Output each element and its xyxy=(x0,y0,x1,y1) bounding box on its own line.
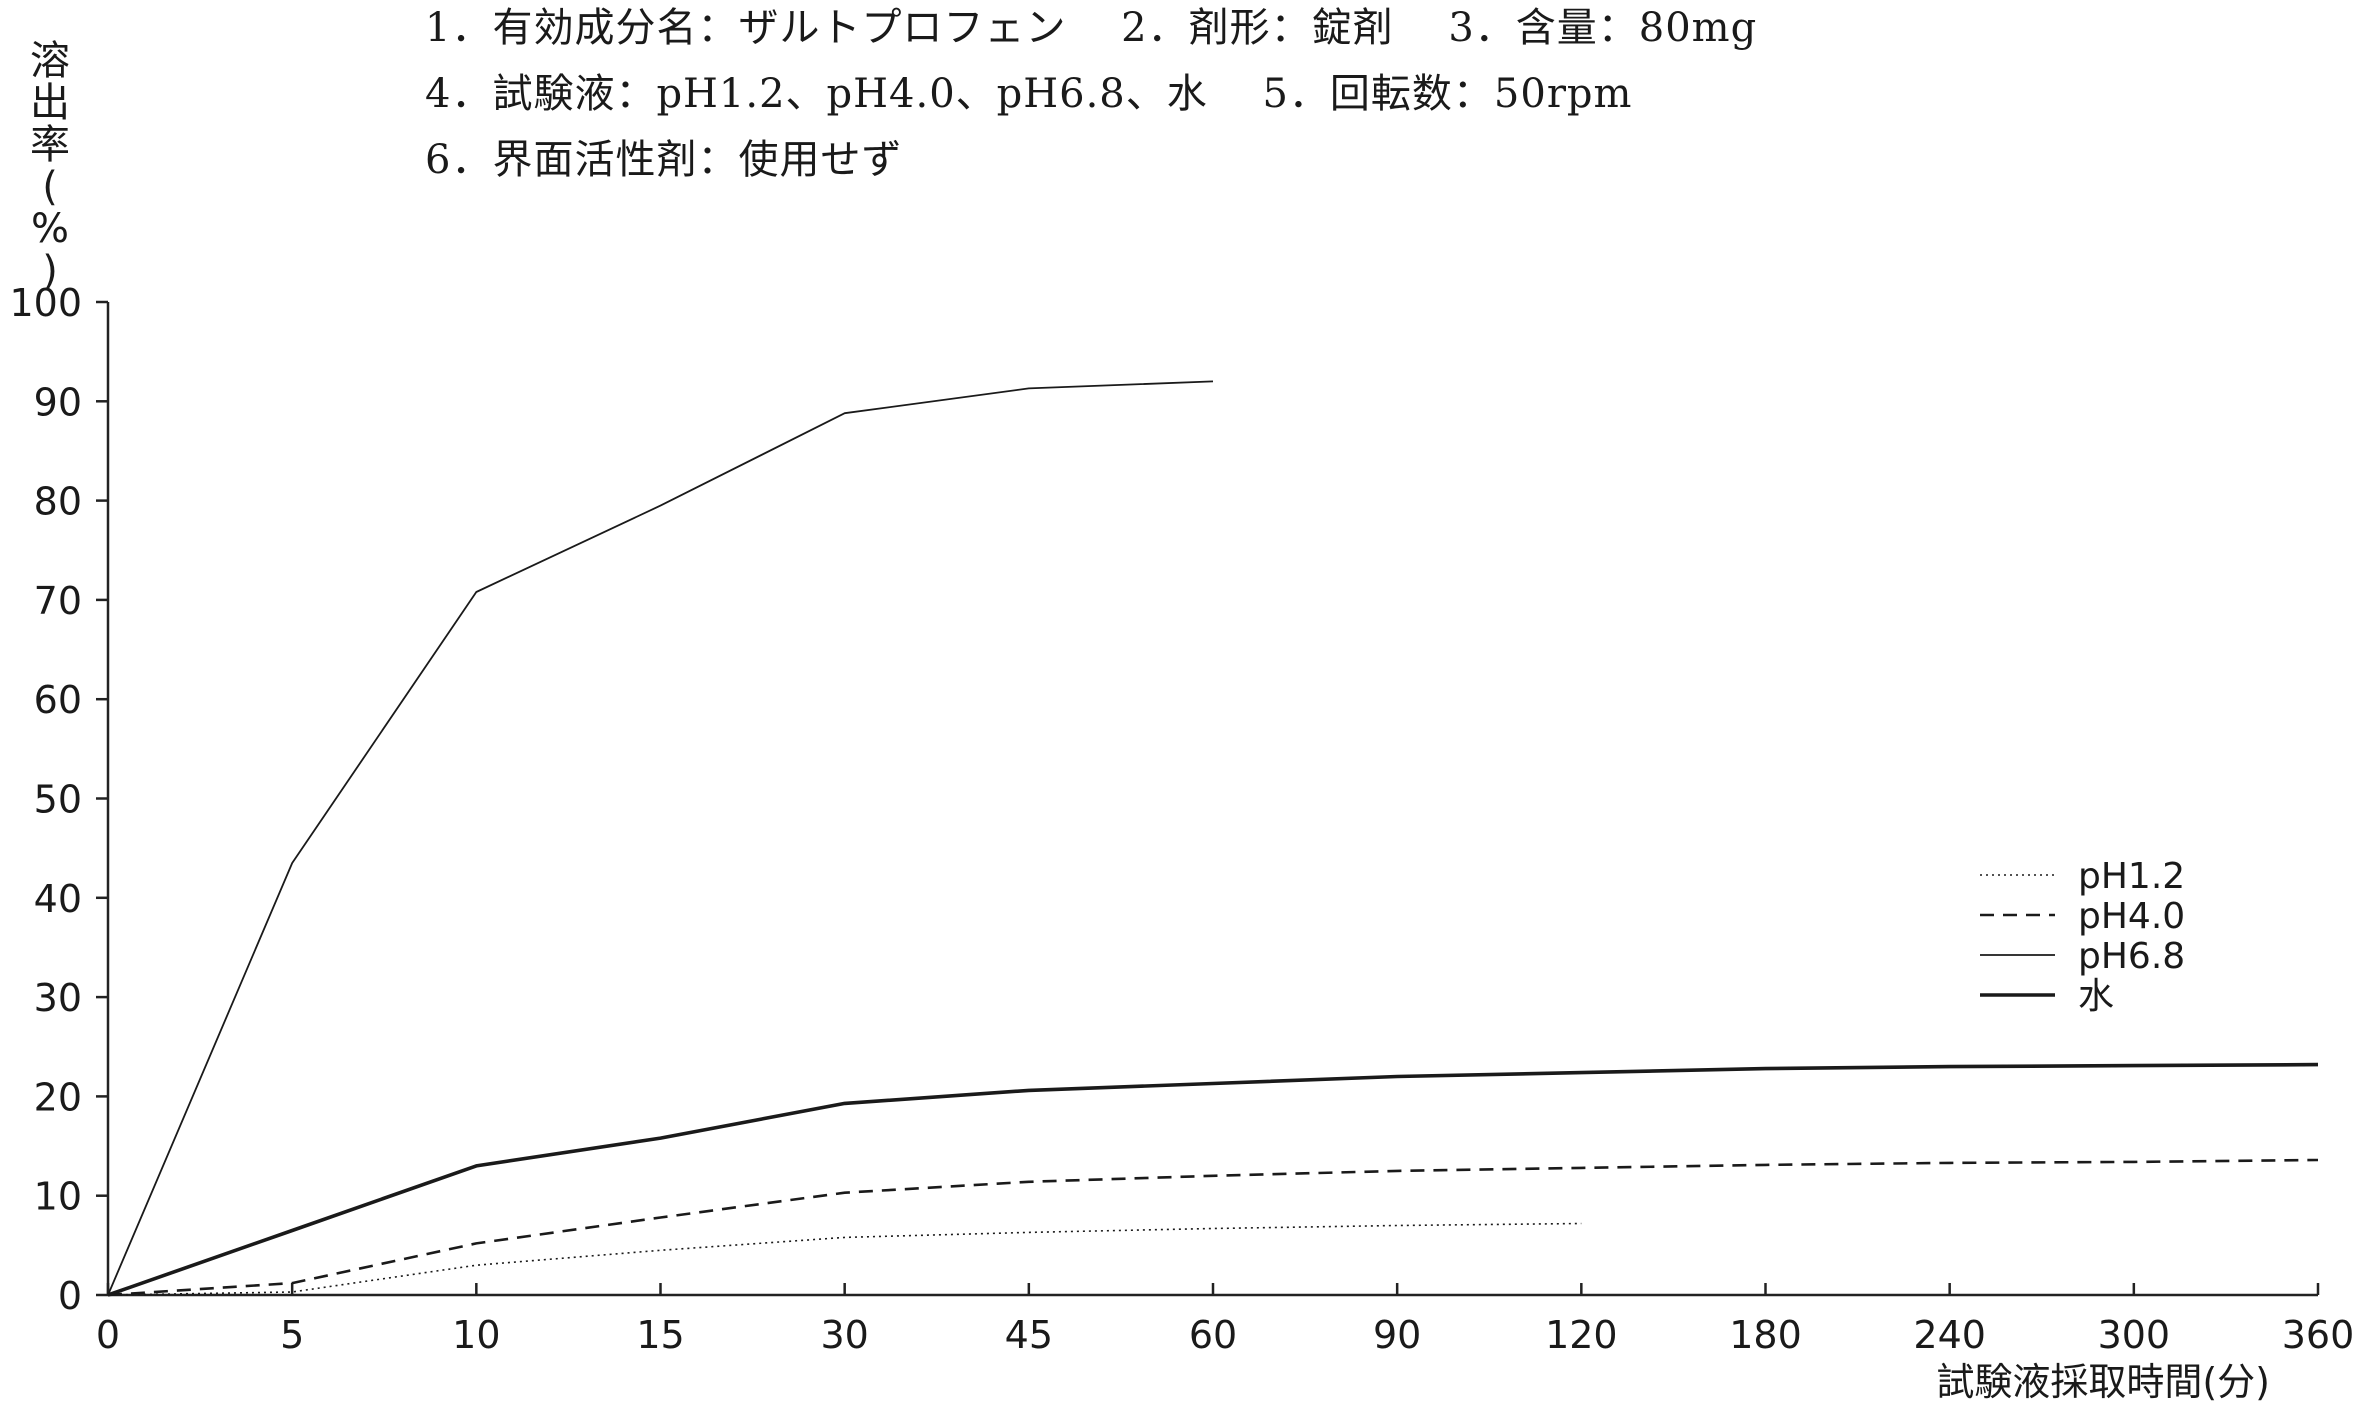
x-tick-label: 30 xyxy=(820,1313,868,1357)
legend-label: 水 xyxy=(2078,976,2114,1017)
condition-line-3: 6．界面活性剤：使用せず xyxy=(425,137,903,183)
test-conditions: 1．有効成分名：ザルトプロフェン 2．剤形：錠剤 3．含量：80mg 4．試験液… xyxy=(425,0,1757,198)
y-axis-label-char: ) xyxy=(42,248,58,294)
legend-label: pH6.8 xyxy=(2078,936,2185,977)
x-tick-label: 120 xyxy=(1545,1313,1618,1357)
y-tick-label: 50 xyxy=(34,778,82,822)
y-tick-label: 0 xyxy=(58,1274,82,1318)
y-axis-label: 溶出率(%) xyxy=(20,40,80,292)
y-tick-label: 100 xyxy=(9,281,82,325)
y-tick-label: 60 xyxy=(34,678,82,722)
y-axis-label-char: 率 xyxy=(30,122,70,168)
y-tick-label: 20 xyxy=(34,1075,82,1119)
condition-line-2: 4．試験液：pH1.2、pH4.0、pH6.8、水 5．回転数：50rpm xyxy=(425,71,1633,117)
x-axis-label: 試験液採取時間(分) xyxy=(1936,1360,2270,1404)
x-tick-label: 360 xyxy=(2282,1313,2355,1357)
y-tick-label: 10 xyxy=(34,1175,82,1219)
x-tick-label: 45 xyxy=(1005,1313,1053,1357)
series-lines xyxy=(107,380,2319,1297)
series-line-pH1.2 xyxy=(107,1222,1582,1296)
x-tick-label: 5 xyxy=(280,1313,304,1357)
y-axis-label-char: 溶 xyxy=(30,38,70,84)
y-axis-label-char: % xyxy=(30,206,69,252)
series-line-pH6.8 xyxy=(107,380,1214,1296)
x-tick-label: 15 xyxy=(636,1313,684,1357)
x-tick-label: 300 xyxy=(2098,1313,2171,1357)
x-tick-label: 10 xyxy=(452,1313,500,1357)
y-tick-label: 70 xyxy=(34,579,82,623)
y-tick-label: 90 xyxy=(34,380,82,424)
y-axis-label-char: 出 xyxy=(30,80,70,126)
x-tick-label: 240 xyxy=(1913,1313,1986,1357)
y-axis-label-char: ( xyxy=(42,164,58,210)
legend-label: pH1.2 xyxy=(2078,856,2185,897)
x-tick-label: 180 xyxy=(1729,1313,1802,1357)
x-tick-label: 60 xyxy=(1189,1313,1237,1357)
y-tick-label: 30 xyxy=(34,976,82,1020)
y-tick-label: 80 xyxy=(34,480,82,524)
legend-label: pH4.0 xyxy=(2078,896,2185,937)
series-line-水 xyxy=(107,1062,2319,1297)
condition-line-1: 1．有効成分名：ザルトプロフェン 2．剤形：錠剤 3．含量：80mg xyxy=(425,5,1758,51)
y-tick-label: 40 xyxy=(34,877,82,921)
x-tick-label: 90 xyxy=(1373,1313,1421,1357)
x-tick-label: 0 xyxy=(96,1313,120,1357)
series-line-pH4.0 xyxy=(107,1158,2319,1297)
axes: 0 10 20 30 40 50 60 70 80 90 100 0 5 10 15 30 45 60 90 120 1… xyxy=(9,281,2354,1357)
